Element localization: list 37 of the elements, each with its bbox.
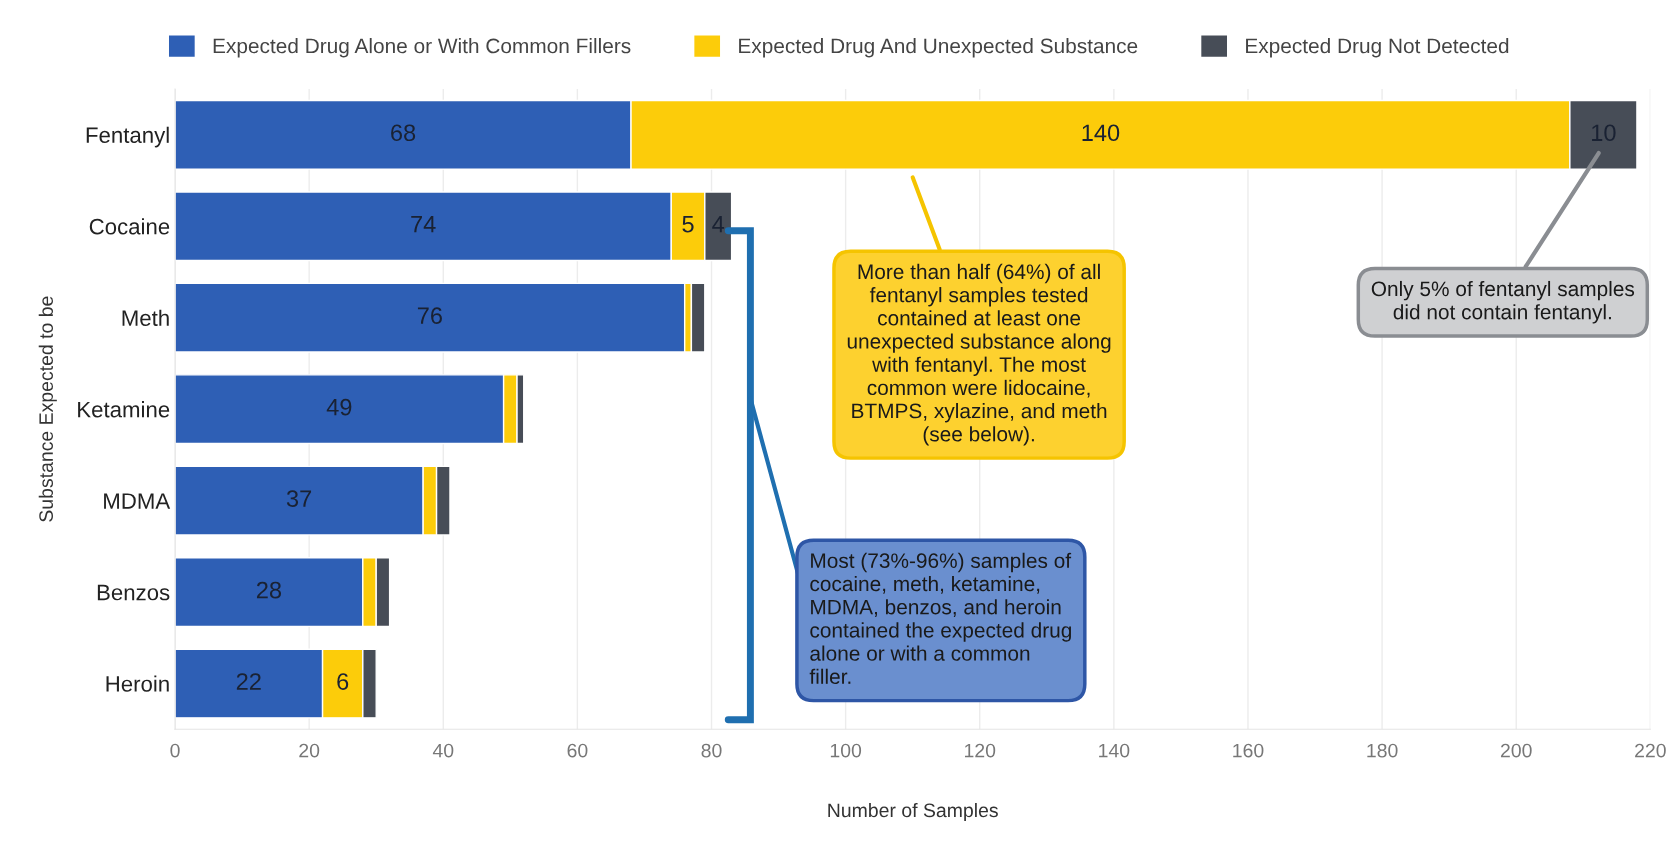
x-tick-label: 180 xyxy=(1367,743,1398,758)
y-tick-label: MDMA xyxy=(104,493,171,509)
x-tick-label: 100 xyxy=(830,743,862,758)
x-axis-title: Number of Samples xyxy=(828,802,998,822)
y-axis-title: Substance Expected to be xyxy=(38,296,57,522)
y-tick-label: Fentanyl xyxy=(86,126,169,148)
y-tick-label: Heroin xyxy=(106,675,169,692)
x-tick-label: 40 xyxy=(432,743,454,758)
data-label: 140 xyxy=(1082,124,1120,142)
annotation: Only 5% of fentanyl samples did not contain fentanyl. xyxy=(1371,280,1635,324)
x-tick-label: 140 xyxy=(1099,743,1130,758)
data-label: 76 xyxy=(417,307,442,325)
data-label: 22 xyxy=(236,673,261,690)
data-label: 5 xyxy=(682,216,694,233)
y-tick-label: Cocaine xyxy=(89,218,170,235)
x-tick-label: 220 xyxy=(1635,743,1666,758)
data-label: 74 xyxy=(411,216,436,233)
x-tick-label: 0 xyxy=(170,743,180,758)
legend-label: Expected Drug Not Detected xyxy=(1246,38,1509,58)
x-tick-label: 160 xyxy=(1233,743,1264,758)
data-label: 68 xyxy=(391,124,416,142)
y-tick-label: Meth xyxy=(122,309,169,326)
x-tick-label: 20 xyxy=(299,743,320,758)
data-label: 6 xyxy=(337,673,349,690)
y-tick-label: Benzos xyxy=(97,584,170,601)
annotation: More than half (64%) of all fentanyl samples tested contained at least one unexpected substance along with fentanyl. The most common were lidocaine, BTMPS, xylazine, and meth (see below). xyxy=(847,263,1111,446)
annotation: Most (73%-96%) samples of cocaine, meth, ketamine, MDMA, benzos, and heroin contained the expected drug alone or with a common filler. xyxy=(809,552,1072,685)
legend-label: Expected Drug Alone or With Common Fillers xyxy=(213,38,631,58)
y-tick-label: Ketamine xyxy=(78,401,170,418)
data-label: 49 xyxy=(326,398,352,416)
x-tick-label: 80 xyxy=(701,743,722,758)
data-label: 28 xyxy=(256,581,282,599)
x-tick-label: 200 xyxy=(1500,743,1532,758)
x-tick-label: 120 xyxy=(965,743,996,758)
data-label: 37 xyxy=(286,490,312,507)
x-tick-label: 60 xyxy=(567,743,588,758)
legend-label: Expected Drug And Unexpected Substance xyxy=(739,38,1138,58)
